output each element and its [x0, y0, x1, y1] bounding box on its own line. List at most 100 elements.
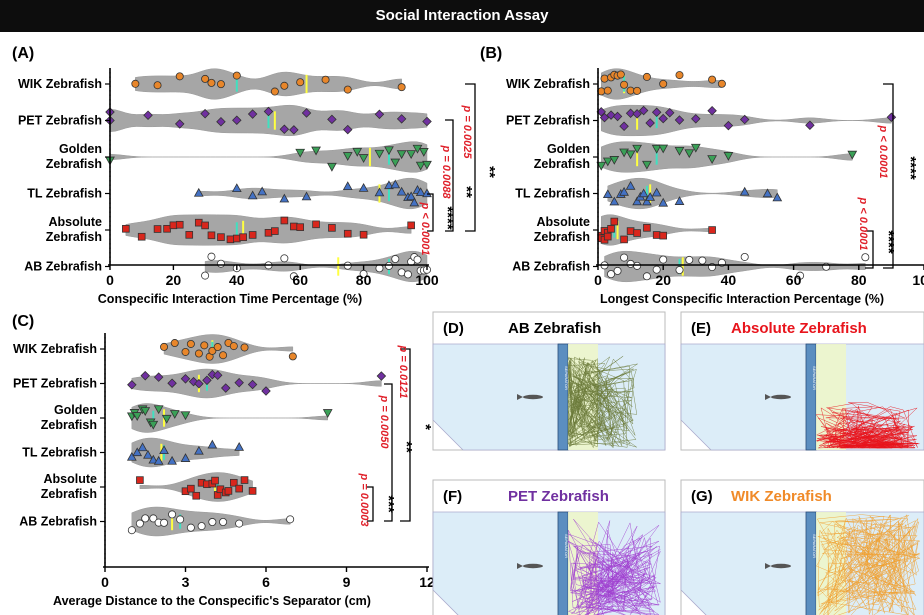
violin-pet	[131, 368, 382, 399]
data-point	[717, 79, 726, 88]
data-point	[690, 143, 701, 153]
data-point	[772, 192, 783, 202]
x-tick-label: 100	[912, 272, 924, 288]
data-point	[612, 111, 623, 122]
category-label: AB Zebrafish	[19, 515, 97, 529]
x-tick-label: 60	[292, 272, 308, 288]
x-tick-label: 40	[229, 272, 245, 288]
data-point	[208, 346, 217, 355]
category-label-line: Golden	[54, 403, 97, 417]
fish-tail-icon	[517, 394, 523, 400]
data-point	[170, 339, 179, 348]
data-point	[403, 270, 412, 279]
data-point	[327, 162, 337, 172]
data-point	[153, 405, 164, 415]
x-tick-label: 80	[356, 272, 372, 288]
data-point	[137, 232, 146, 241]
data-point	[234, 377, 244, 388]
data-point	[342, 181, 353, 191]
data-point	[288, 352, 297, 361]
data-point	[153, 225, 162, 233]
data-point	[342, 152, 353, 161]
x-tick-label: 20	[166, 272, 182, 288]
data-point	[739, 114, 750, 125]
data-point	[247, 379, 258, 390]
data-point	[707, 155, 717, 165]
data-point	[296, 78, 305, 87]
data-point	[374, 149, 385, 159]
violin-tl	[198, 177, 428, 210]
data-point	[352, 147, 363, 157]
data-point	[261, 386, 271, 396]
data-point	[161, 414, 172, 424]
data-point	[422, 116, 432, 127]
data-point	[674, 196, 685, 205]
x-tick-label: 20	[655, 272, 671, 288]
data-point	[153, 455, 164, 465]
data-point	[632, 144, 642, 154]
significance-bracket	[427, 193, 434, 232]
data-point	[658, 197, 669, 207]
data-point	[193, 187, 204, 197]
category-label-line: WIK Zebrafish	[13, 342, 97, 356]
separator-bar	[557, 511, 569, 615]
category-label-line: TL Zebrafish	[22, 446, 97, 460]
significance-bracket	[883, 83, 894, 269]
x-tick-label: 3	[182, 574, 190, 590]
category-label: Absolute Zebrafish	[534, 215, 590, 244]
data-point	[207, 231, 216, 240]
data-point	[148, 454, 159, 464]
data-point	[658, 144, 669, 154]
data-point	[739, 186, 750, 196]
data-point	[234, 442, 245, 451]
p-value-label: p = 0.0050	[378, 395, 390, 450]
data-point	[240, 476, 249, 484]
data-point	[140, 370, 151, 381]
data-point	[374, 109, 385, 120]
category-label-line: PET Zebrafish	[13, 377, 97, 391]
data-point	[633, 261, 642, 270]
data-point	[652, 265, 661, 274]
significance-stars: **	[398, 441, 415, 453]
data-point	[620, 80, 629, 89]
data-point	[625, 180, 636, 190]
p-value-label: p = 0.0003	[358, 473, 370, 527]
data-point	[659, 255, 668, 264]
data-point	[132, 412, 143, 421]
p-value-label: p = 0.0088	[440, 145, 452, 200]
data-point	[289, 272, 298, 281]
category-label-line: Zebrafish	[534, 157, 590, 171]
data-point	[136, 476, 144, 484]
data-point	[698, 256, 707, 265]
data-point	[406, 191, 417, 201]
data-point	[376, 371, 387, 381]
swim-trace	[567, 518, 661, 615]
data-point	[232, 234, 241, 243]
data-point	[599, 112, 610, 123]
tracking-panel: (G) WIK Zebrafish SEPARATOR	[680, 479, 924, 615]
data-point	[301, 108, 312, 118]
category-label: TL Zebrafish	[515, 187, 590, 201]
data-point	[126, 451, 137, 461]
data-point	[642, 160, 652, 170]
data-point	[235, 484, 243, 493]
data-point	[418, 148, 429, 157]
x-tick-label: 0	[594, 272, 602, 288]
data-point	[231, 183, 242, 192]
category-label: Golden Zebrafish	[534, 142, 590, 171]
data-point	[207, 252, 216, 261]
swim-trace	[816, 514, 921, 615]
category-label-line: AB Zebrafish	[19, 515, 97, 529]
data-point	[415, 187, 426, 197]
data-point	[691, 114, 701, 124]
data-point	[413, 255, 422, 264]
separator-label: SEPARATOR	[564, 366, 569, 390]
data-point	[143, 110, 153, 120]
data-point	[207, 78, 216, 87]
data-point	[391, 255, 400, 264]
data-point	[684, 149, 695, 159]
x-axis-label: Conspecific Interaction Time Percentage …	[98, 292, 362, 306]
fish-icon	[771, 563, 791, 569]
data-point	[707, 105, 717, 116]
